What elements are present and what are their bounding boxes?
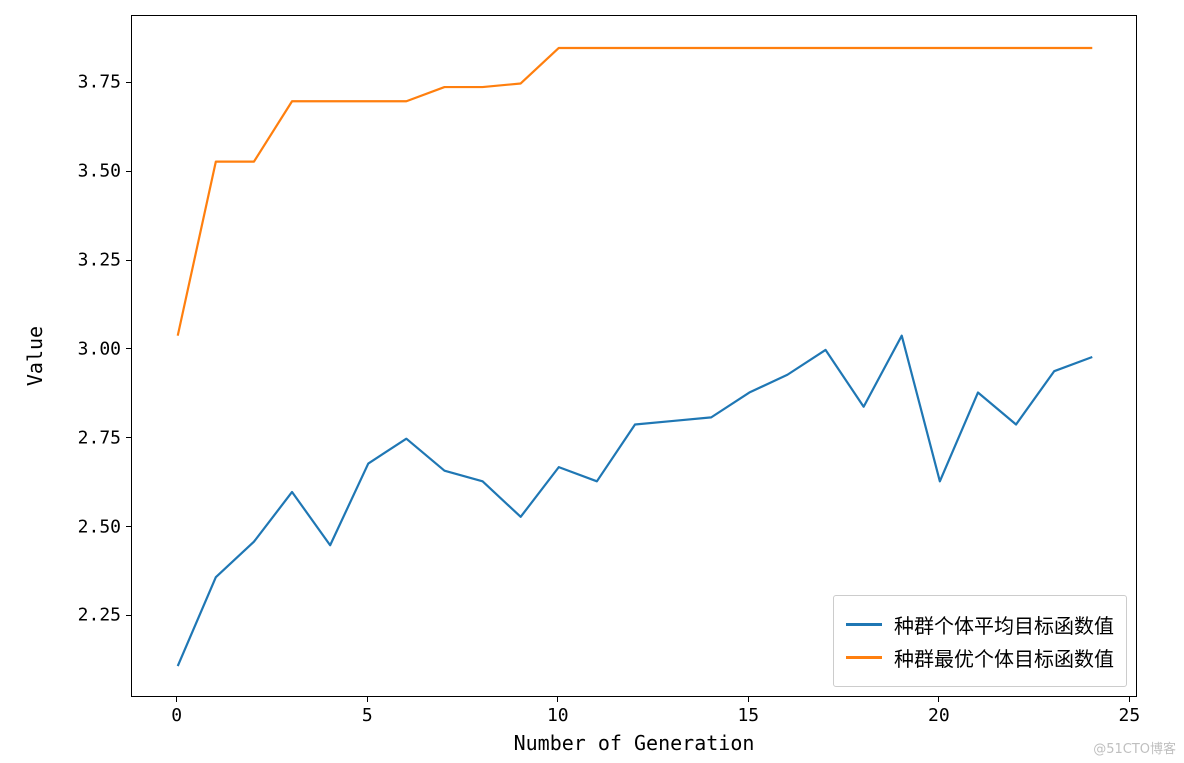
y-tick-label: 2.25 bbox=[78, 605, 121, 626]
x-tick-label: 0 bbox=[171, 705, 182, 726]
series-line-best bbox=[178, 48, 1093, 336]
legend-line-swatch bbox=[846, 656, 882, 659]
y-tick-mark bbox=[126, 260, 131, 261]
y-tick-label: 2.75 bbox=[78, 427, 121, 448]
legend-line-swatch bbox=[846, 623, 882, 626]
y-tick-label: 2.50 bbox=[78, 516, 121, 537]
watermark: @51CTO博客 bbox=[1093, 738, 1176, 757]
x-axis-label: Number of Generation bbox=[514, 731, 755, 755]
x-tick-label: 10 bbox=[547, 705, 569, 726]
legend-label: 种群最优个体目标函数值 bbox=[894, 643, 1114, 672]
x-tick-label: 25 bbox=[1119, 705, 1141, 726]
x-tick-label: 20 bbox=[928, 705, 950, 726]
x-tick-label: 15 bbox=[737, 705, 759, 726]
y-tick-label: 3.00 bbox=[78, 338, 121, 359]
y-tick-mark bbox=[126, 526, 131, 527]
y-tick-mark bbox=[126, 348, 131, 349]
legend-entry: 种群个体平均目标函数值 bbox=[846, 610, 1114, 639]
y-tick-mark bbox=[126, 171, 131, 172]
y-axis-label: Value bbox=[23, 326, 47, 386]
y-tick-label: 3.50 bbox=[78, 161, 121, 182]
y-tick-mark bbox=[126, 437, 131, 438]
chart-container: 0510152025 2.252.502.753.003.253.503.75 … bbox=[0, 0, 1184, 763]
legend-entry: 种群最优个体目标函数值 bbox=[846, 643, 1114, 672]
x-tick-mark bbox=[176, 697, 177, 702]
x-tick-mark bbox=[748, 697, 749, 702]
y-tick-label: 3.25 bbox=[78, 250, 121, 271]
x-tick-mark bbox=[1129, 697, 1130, 702]
legend-label: 种群个体平均目标函数值 bbox=[894, 610, 1114, 639]
x-tick-mark bbox=[557, 697, 558, 702]
y-tick-mark bbox=[126, 82, 131, 83]
y-tick-mark bbox=[126, 615, 131, 616]
x-tick-mark bbox=[367, 697, 368, 702]
legend-box: 种群个体平均目标函数值种群最优个体目标函数值 bbox=[833, 595, 1127, 687]
x-tick-label: 5 bbox=[362, 705, 373, 726]
y-tick-label: 3.75 bbox=[78, 72, 121, 93]
x-tick-mark bbox=[938, 697, 939, 702]
